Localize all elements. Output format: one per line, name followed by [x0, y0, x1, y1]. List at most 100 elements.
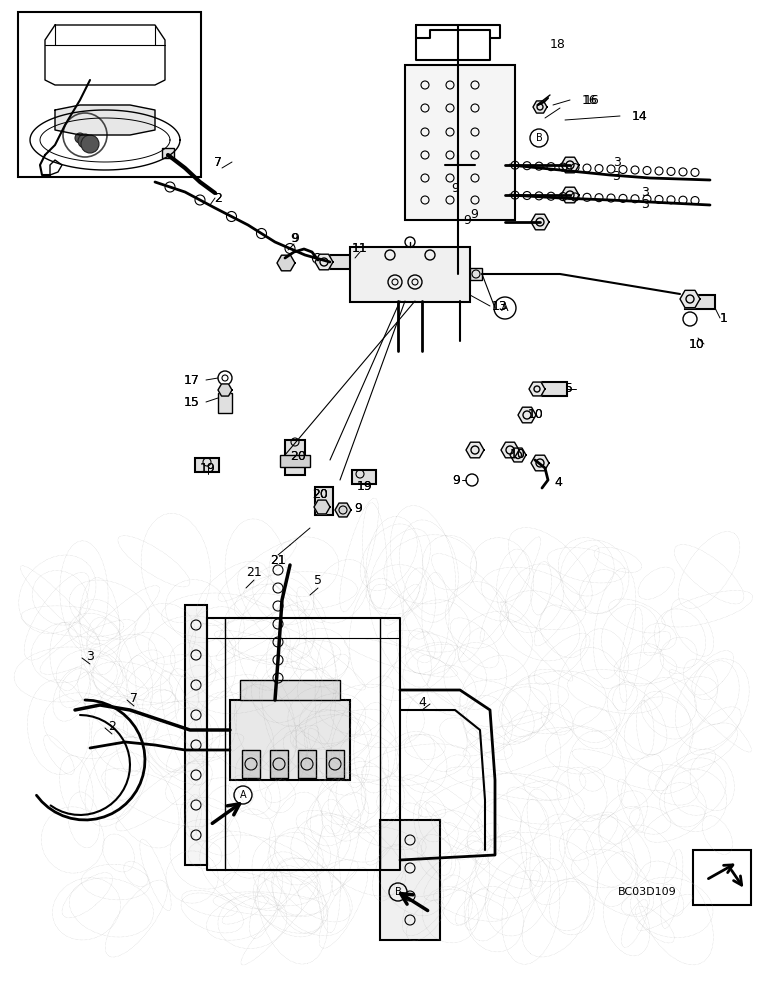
Text: 11: 11 — [352, 241, 368, 254]
Bar — [162, 148, 174, 158]
Bar — [298, 750, 316, 778]
Text: 7: 7 — [130, 692, 138, 704]
Text: 19: 19 — [357, 480, 373, 492]
Text: 17: 17 — [184, 373, 200, 386]
Bar — [240, 680, 340, 700]
Bar — [195, 458, 219, 472]
Bar — [405, 65, 515, 220]
Text: BC03D109: BC03D109 — [618, 887, 676, 897]
Text: 20: 20 — [290, 450, 306, 462]
Text: 9: 9 — [463, 214, 471, 227]
Circle shape — [81, 135, 99, 153]
Text: 19: 19 — [357, 480, 373, 492]
Text: 2: 2 — [214, 192, 222, 205]
Text: 10: 10 — [528, 408, 544, 422]
Bar — [326, 750, 344, 778]
Text: 16: 16 — [584, 94, 600, 106]
Bar — [685, 295, 715, 309]
Bar — [542, 382, 567, 396]
Text: 7: 7 — [214, 155, 222, 168]
Text: 4: 4 — [554, 477, 562, 489]
Bar — [280, 455, 310, 467]
Text: 7: 7 — [214, 155, 222, 168]
Text: 5: 5 — [314, 574, 322, 586]
Bar — [470, 268, 482, 280]
Bar — [185, 605, 207, 865]
Text: 9: 9 — [354, 502, 362, 514]
Text: 10: 10 — [689, 338, 705, 351]
Polygon shape — [335, 503, 351, 517]
Text: 5: 5 — [565, 382, 573, 395]
Text: 10: 10 — [510, 448, 526, 462]
Polygon shape — [680, 290, 700, 308]
Text: A: A — [239, 790, 246, 800]
Text: 5: 5 — [565, 382, 573, 395]
Bar — [242, 750, 260, 778]
Text: 9: 9 — [470, 208, 478, 221]
Text: 10: 10 — [689, 338, 705, 351]
Text: 3: 3 — [613, 156, 621, 169]
Bar — [218, 393, 232, 413]
Polygon shape — [501, 442, 519, 458]
Polygon shape — [315, 254, 333, 270]
Text: 1: 1 — [720, 312, 728, 324]
Bar — [350, 247, 470, 302]
Text: 20: 20 — [312, 488, 328, 500]
Text: 11: 11 — [352, 241, 368, 254]
Text: 18: 18 — [550, 37, 566, 50]
Text: 1: 1 — [720, 312, 728, 324]
Polygon shape — [533, 101, 547, 113]
Bar — [270, 750, 288, 778]
Text: B: B — [394, 887, 401, 897]
Polygon shape — [518, 407, 536, 423]
Polygon shape — [529, 382, 545, 396]
Polygon shape — [55, 105, 155, 135]
Polygon shape — [561, 187, 579, 203]
Text: B: B — [536, 133, 543, 143]
Bar — [18, 12, 201, 177]
Bar — [380, 820, 440, 940]
Polygon shape — [218, 384, 232, 396]
Text: 16: 16 — [582, 94, 598, 106]
Polygon shape — [531, 214, 549, 230]
Text: 13: 13 — [492, 300, 508, 312]
Text: 14: 14 — [632, 109, 648, 122]
Text: 3: 3 — [86, 650, 94, 662]
Polygon shape — [510, 448, 526, 462]
Text: 9: 9 — [452, 474, 460, 487]
Text: 14: 14 — [632, 109, 648, 122]
Text: 20: 20 — [312, 488, 328, 500]
Polygon shape — [531, 455, 549, 471]
Text: 3: 3 — [641, 186, 649, 200]
Text: 3: 3 — [612, 169, 620, 182]
Text: 9: 9 — [452, 474, 460, 487]
Polygon shape — [277, 255, 295, 271]
Text: 13: 13 — [492, 300, 508, 312]
Bar — [315, 487, 333, 515]
Text: 20: 20 — [312, 488, 328, 500]
Polygon shape — [466, 442, 484, 458]
Text: 21: 21 — [270, 554, 286, 566]
Bar — [693, 850, 751, 905]
Text: 10: 10 — [510, 448, 526, 462]
Text: 15: 15 — [184, 395, 200, 408]
Bar — [230, 700, 350, 780]
Text: 9: 9 — [290, 232, 298, 245]
Bar — [352, 470, 376, 484]
Text: 9: 9 — [291, 232, 299, 245]
Text: 4: 4 — [554, 477, 562, 489]
Text: 10: 10 — [528, 408, 544, 422]
Text: 21: 21 — [270, 554, 286, 566]
Polygon shape — [561, 157, 579, 173]
Text: 19: 19 — [200, 462, 216, 475]
Text: 21: 21 — [246, 566, 262, 578]
Text: 3: 3 — [641, 198, 649, 211]
Text: 4: 4 — [418, 696, 426, 708]
Text: 17: 17 — [184, 373, 200, 386]
Circle shape — [75, 133, 85, 143]
Text: 15: 15 — [184, 395, 200, 408]
Text: 2: 2 — [214, 192, 222, 205]
Bar — [285, 440, 305, 475]
Bar — [330, 255, 358, 269]
Circle shape — [78, 134, 92, 148]
